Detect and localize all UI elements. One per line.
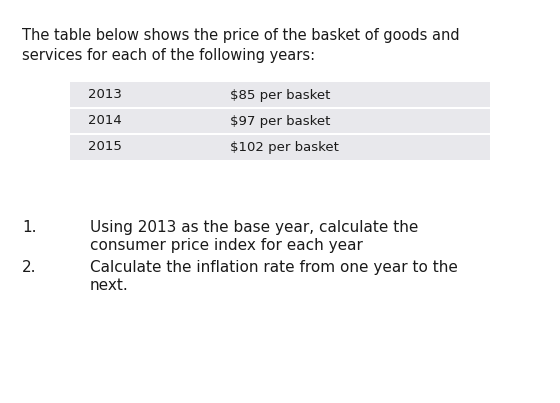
Text: $102 per basket: $102 per basket	[230, 141, 339, 154]
Text: Using 2013 as the base year, calculate the: Using 2013 as the base year, calculate t…	[90, 220, 418, 235]
Text: services for each of the following years:: services for each of the following years…	[22, 48, 315, 63]
Text: consumer price index for each year: consumer price index for each year	[90, 238, 363, 253]
Bar	[70, 82, 490, 160]
Text: The table below shows the price of the basket of goods and: The table below shows the price of the b…	[22, 28, 460, 43]
Text: 2015: 2015	[88, 141, 122, 154]
Text: $85 per basket: $85 per basket	[230, 89, 330, 102]
Text: next.: next.	[90, 278, 129, 293]
Text: 1.: 1.	[22, 220, 36, 235]
Text: 2.: 2.	[22, 260, 36, 275]
Text: 2013: 2013	[88, 89, 122, 102]
Text: $97 per basket: $97 per basket	[230, 114, 330, 127]
Text: 2014: 2014	[88, 114, 122, 127]
Text: Calculate the inflation rate from one year to the: Calculate the inflation rate from one ye…	[90, 260, 458, 275]
